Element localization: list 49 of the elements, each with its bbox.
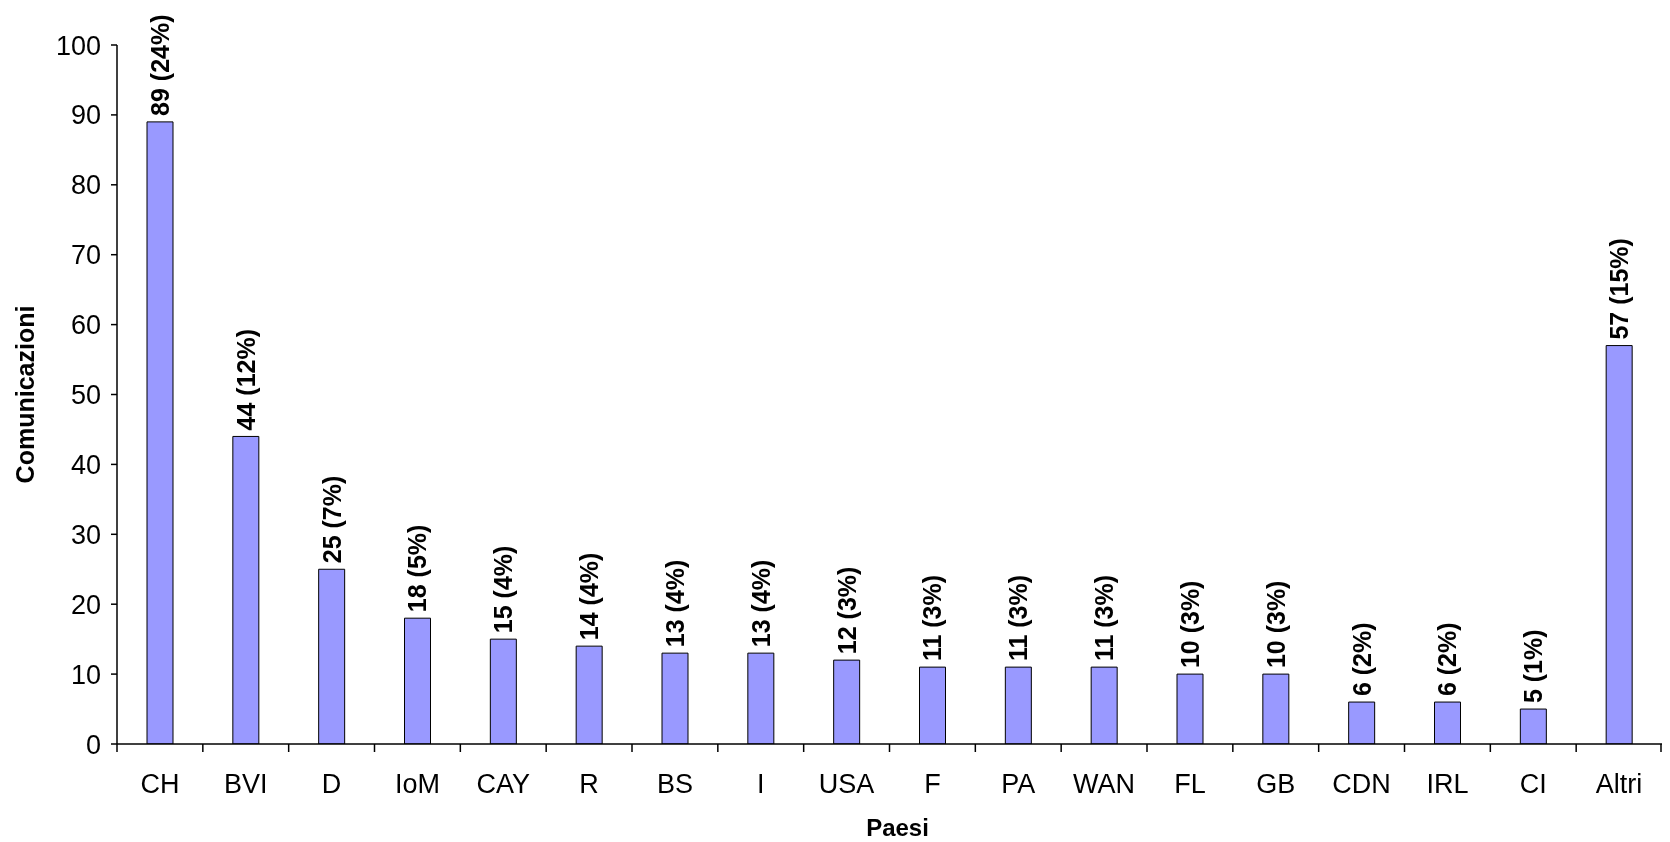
data-label: 11 (3%) — [1090, 574, 1119, 662]
data-label: 13 (4%) — [661, 559, 689, 648]
x-tick-label: FL — [1174, 769, 1206, 799]
x-tick-label: USA — [818, 769, 875, 799]
x-tick-label: CI — [1519, 769, 1547, 799]
y-tick-label: 10 — [70, 659, 101, 690]
y-tick-label: 50 — [70, 380, 101, 411]
x-tick-label: I — [756, 769, 765, 799]
x-tick-label: CDN — [1332, 769, 1391, 799]
y-tick-label: 70 — [70, 240, 101, 271]
x-tick-label: IRL — [1426, 769, 1469, 799]
y-tick-label: 100 — [55, 30, 101, 61]
y-axis-title: Comunicazioni — [11, 305, 39, 484]
x-axis-title: Paesi — [866, 814, 929, 841]
x-tick-label: BS — [656, 769, 693, 799]
data-label: 44 (12%) — [231, 328, 260, 431]
x-tick-label: D — [321, 769, 342, 799]
data-label: 6 (2%) — [1433, 622, 1462, 697]
x-tick-label: CAY — [476, 769, 531, 799]
data-label: 11 (3%) — [918, 574, 947, 662]
x-tick-label: BVI — [223, 769, 268, 799]
data-label: 18 (5%) — [403, 524, 432, 613]
data-label: 10 (3%) — [1176, 580, 1204, 669]
data-label: 57 (15%) — [1605, 238, 1634, 340]
data-label: 25 (7%) — [317, 475, 346, 564]
y-tick-label: 80 — [70, 170, 101, 201]
data-label: 13 (4%) — [746, 559, 775, 648]
data-label: 12 (3%) — [832, 566, 861, 655]
x-tick-label: PA — [1001, 769, 1036, 799]
y-tick-label: 20 — [70, 589, 101, 620]
y-tick-label: 60 — [70, 310, 101, 341]
data-label: 14 (4%) — [575, 552, 604, 641]
data-label: 11 (3%) — [1004, 574, 1033, 662]
x-tick-label: WAN — [1073, 769, 1136, 799]
y-tick-label: 0 — [85, 729, 101, 760]
y-tick-label: 40 — [70, 449, 101, 480]
data-label: 5 (1%) — [1519, 629, 1548, 704]
data-label: 6 (2%) — [1347, 622, 1376, 697]
data-label: 89 (24%) — [146, 14, 174, 116]
x-tick-label: Altri — [1595, 769, 1643, 799]
x-tick-label: F — [924, 769, 941, 799]
x-tick-label: R — [579, 769, 599, 799]
x-tick-label: GB — [1256, 769, 1296, 799]
y-tick-label: 30 — [70, 519, 101, 550]
data-label: 15 (4%) — [489, 545, 518, 634]
data-label: 10 (3%) — [1261, 580, 1290, 669]
x-tick-label: IoM — [394, 769, 440, 799]
x-tick-label: CH — [140, 769, 180, 799]
y-tick-label: 90 — [70, 100, 101, 131]
